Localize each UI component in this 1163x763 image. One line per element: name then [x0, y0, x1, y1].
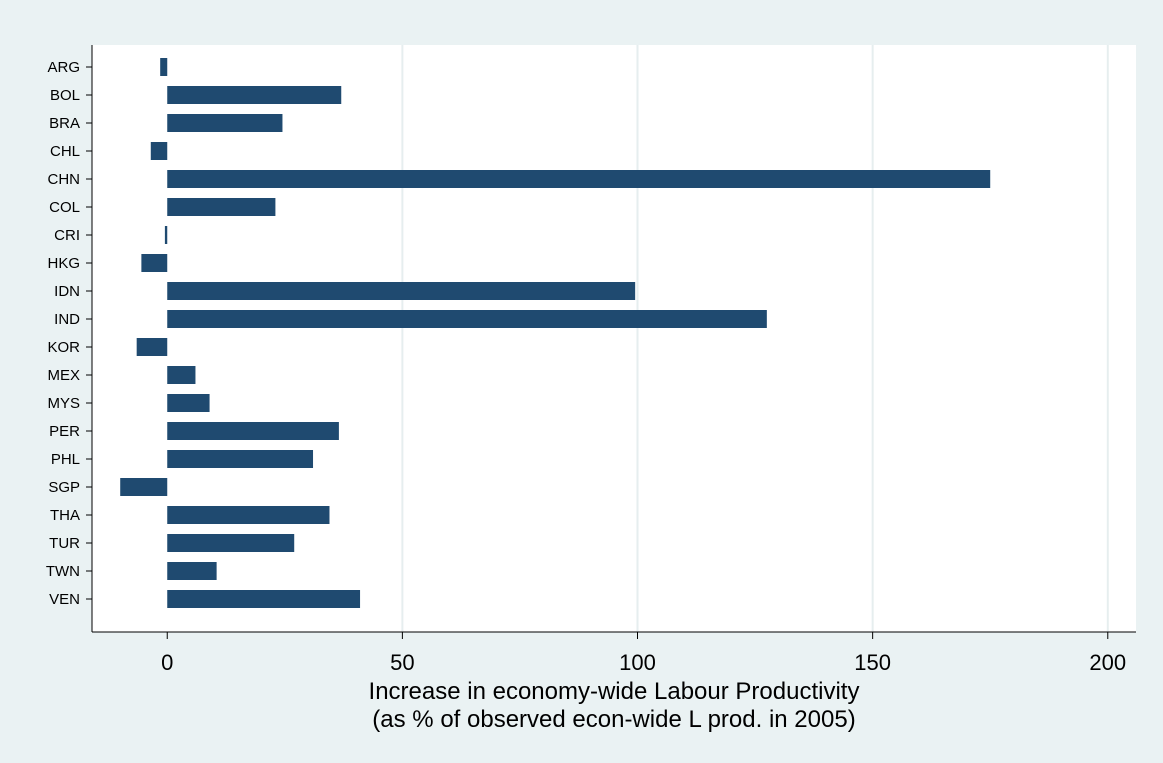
y-tick-label-arg: ARG	[47, 59, 80, 76]
x-tick-label-50: 50	[390, 650, 414, 675]
bar-per	[167, 422, 339, 440]
bar-cri	[164, 226, 168, 244]
bar-tur	[167, 534, 295, 552]
y-tick-label-col: COL	[49, 199, 80, 216]
x-tick-label-200: 200	[1089, 650, 1126, 675]
bar-sgp	[120, 478, 168, 496]
bar-chn	[167, 170, 991, 188]
y-tick-label-bra: BRA	[49, 115, 80, 132]
x-tick-label-0: 0	[161, 650, 173, 675]
bar-hkg	[141, 254, 168, 272]
y-tick-label-chl: CHL	[50, 143, 80, 160]
y-tick-label-ind: IND	[54, 311, 80, 328]
bar-kor	[136, 338, 168, 356]
bar-ind	[167, 310, 767, 328]
bar-col	[167, 198, 276, 216]
bar-bol	[167, 86, 342, 104]
y-tick-label-ven: VEN	[49, 591, 80, 608]
bar-tha	[167, 506, 330, 524]
x-tick-label-100: 100	[619, 650, 656, 675]
y-tick-label-tha: THA	[50, 507, 80, 524]
bars	[120, 58, 991, 608]
bar-twn	[167, 562, 217, 580]
x-axis-label-line1: Increase in economy-wide Labour Producti…	[369, 678, 860, 705]
y-tick-label-tur: TUR	[49, 535, 80, 552]
y-tick-label-chn: CHN	[48, 171, 81, 188]
y-tick-labels: ARG BOL BRA CHL CHN COL CRI HKG IDN IND KOR MEX MYS P…	[46, 59, 92, 608]
bar-phl	[167, 450, 314, 468]
gridlines	[401, 45, 1109, 632]
y-tick-label-bol: BOL	[50, 87, 80, 104]
y-tick-label-sgp: SGP	[48, 479, 80, 496]
bar-arg	[160, 58, 168, 76]
y-tick-label-phl: PHL	[51, 451, 80, 468]
bar-idn	[167, 282, 636, 300]
bar-mys	[167, 394, 210, 412]
x-axis-label-line2: (as % of observed econ-wide L prod. in 2…	[372, 706, 855, 733]
y-tick-label-cri: CRI	[54, 227, 80, 244]
y-tick-label-per: PER	[49, 423, 80, 440]
y-tick-label-mex: MEX	[47, 367, 80, 384]
y-tick-label-mys: MYS	[47, 395, 80, 412]
y-tick-label-kor: KOR	[47, 339, 80, 356]
x-tick-labels: 0 50 100 150 200	[161, 632, 1126, 675]
y-tick-label-hkg: HKG	[47, 255, 80, 272]
bar-chl	[150, 142, 168, 160]
y-tick-label-idn: IDN	[54, 283, 80, 300]
bar-ven	[167, 590, 361, 608]
x-tick-label-150: 150	[854, 650, 891, 675]
bar-bra	[167, 114, 283, 132]
y-tick-label-twn: TWN	[46, 563, 80, 580]
bar-mex	[167, 366, 196, 384]
